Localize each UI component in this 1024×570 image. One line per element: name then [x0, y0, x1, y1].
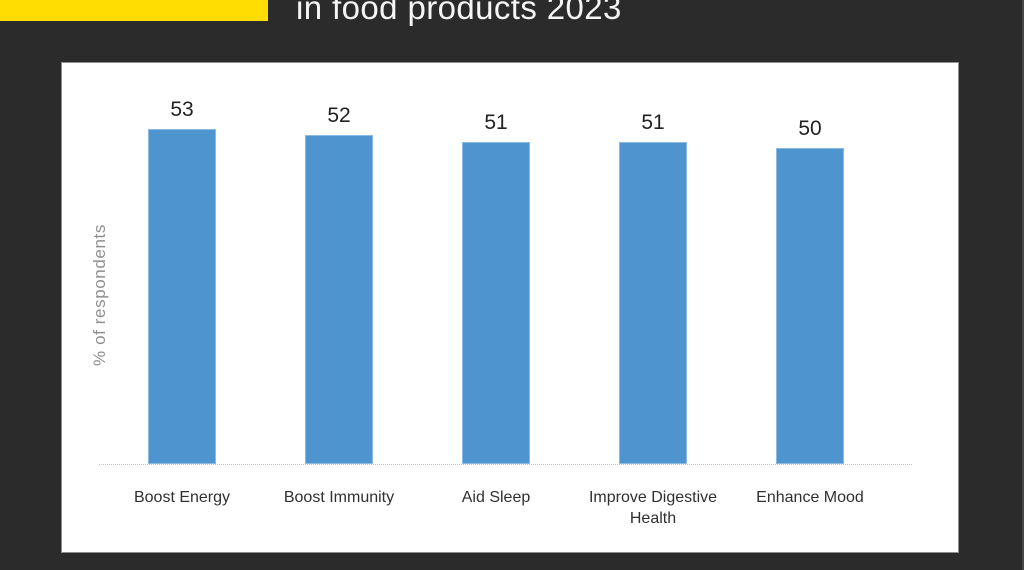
bar-2: [462, 142, 530, 464]
bar-value-label: 51: [641, 111, 665, 134]
bar-0: [148, 129, 216, 464]
bar-value-label: 52: [327, 104, 351, 127]
category-label: Aid Sleep: [461, 489, 531, 506]
category-label: Enhance Mood: [756, 489, 864, 506]
category-label: Improve Digestive Health: [588, 489, 718, 527]
x-axis-baseline: [99, 464, 912, 465]
bar-3: [619, 142, 687, 464]
bar-value-label: 51: [484, 111, 508, 134]
category-label: Boost Energy: [133, 489, 231, 506]
bar-4: [776, 148, 844, 464]
bar-value-label: 50: [798, 117, 822, 140]
category-label: Boost Immunity: [283, 489, 395, 506]
bar-1: [305, 135, 373, 464]
bar-value-label: 53: [170, 98, 194, 121]
chart-panel: % of respondents 53 Boost Energy 52 Boost I…: [61, 62, 959, 553]
window-right-edge: [1022, 0, 1024, 570]
plot-area: 53 Boost Energy 52 Boost Immunity 51 Aid Slee…: [62, 63, 958, 552]
title-accent-bar: [0, 0, 268, 21]
slide-title: in food products 2023: [296, 0, 622, 26]
